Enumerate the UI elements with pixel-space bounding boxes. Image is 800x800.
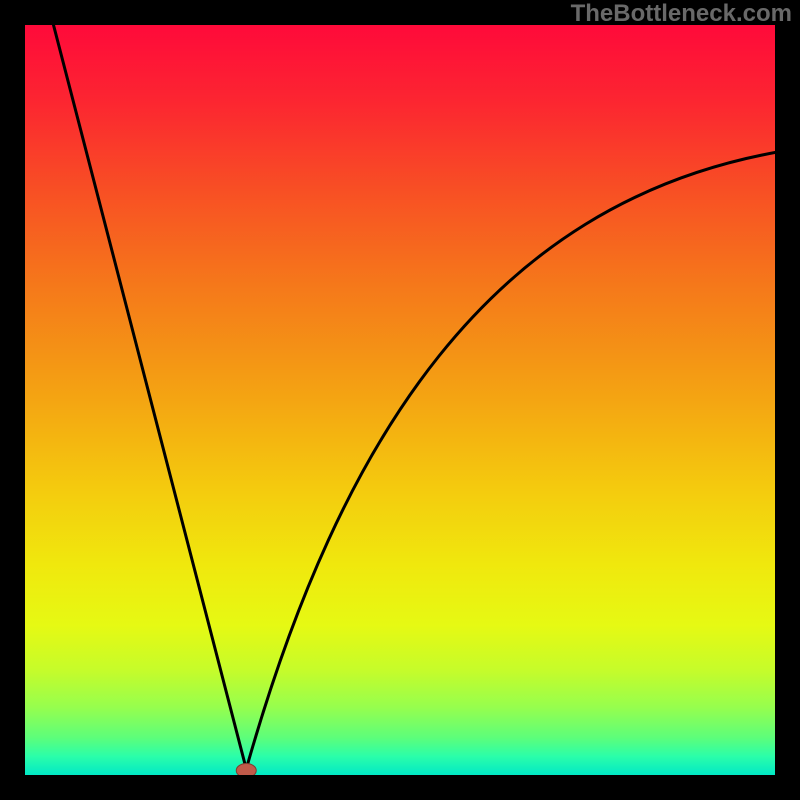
optimal-point-marker bbox=[236, 764, 256, 776]
plot-svg bbox=[25, 25, 775, 775]
gradient-background bbox=[25, 25, 775, 775]
chart-container: TheBottleneck.com bbox=[0, 0, 800, 800]
plot-area bbox=[25, 25, 775, 775]
watermark-text: TheBottleneck.com bbox=[571, 0, 792, 28]
